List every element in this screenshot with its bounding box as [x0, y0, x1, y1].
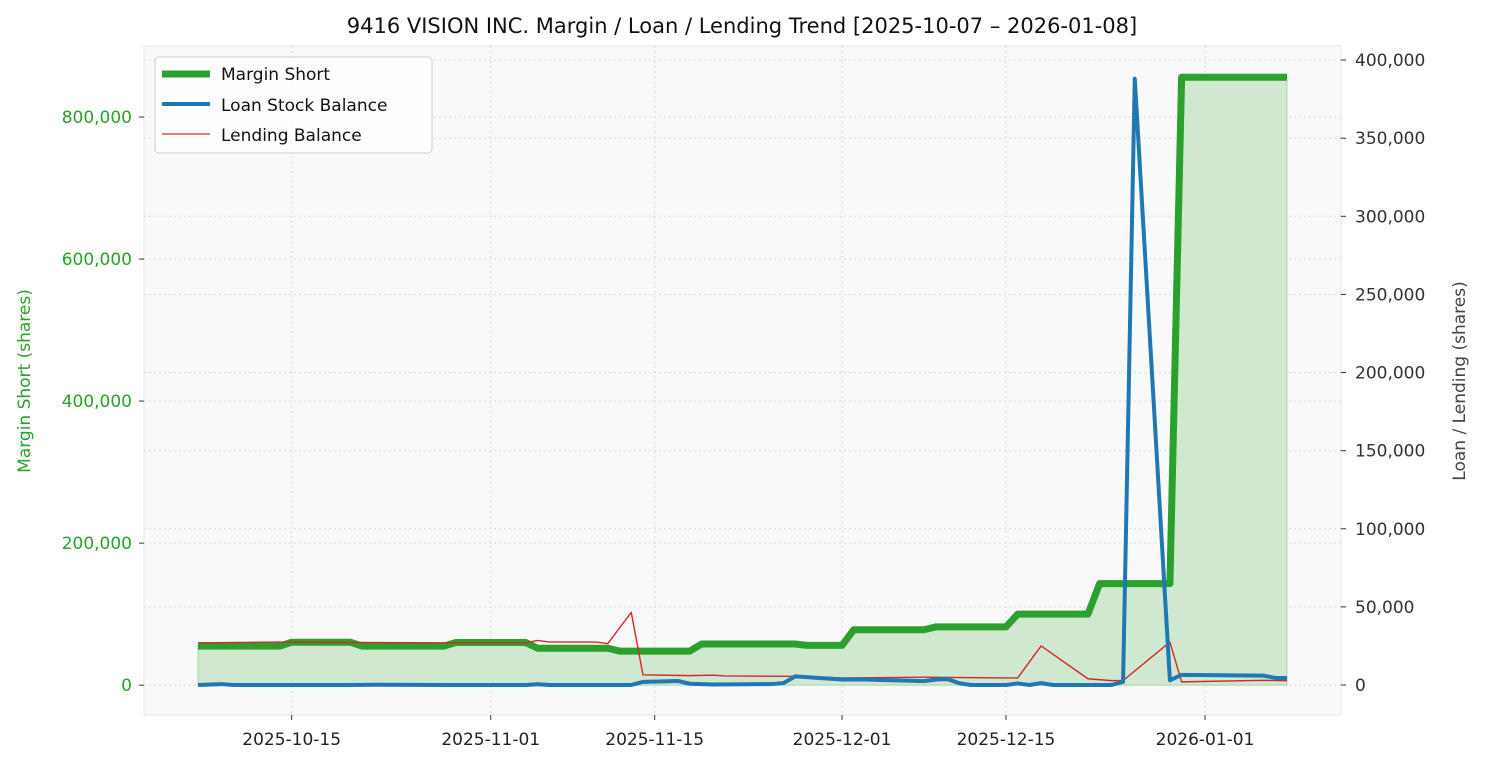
chart-title: 9416 VISION INC. Margin / Loan / Lending… — [347, 14, 1137, 38]
right-y-tick-label: 250,000 — [1355, 285, 1425, 305]
x-tick-label: 2025-12-15 — [957, 730, 1056, 750]
right-y-tick-label: 100,000 — [1355, 520, 1425, 540]
legend-label-loan: Loan Stock Balance — [221, 96, 387, 116]
right-y-tick-label: 150,000 — [1355, 442, 1425, 462]
right-y-tick-label: 0 — [1355, 676, 1366, 696]
right-y-tick-label: 400,000 — [1355, 51, 1425, 71]
left-y-tick-label: 800,000 — [62, 108, 132, 128]
right-y-tick-label: 350,000 — [1355, 129, 1425, 149]
left-y-tick-label: 400,000 — [62, 392, 132, 412]
left-y-tick-label: 200,000 — [62, 534, 132, 554]
legend-label-lending: Lending Balance — [221, 126, 362, 146]
right-y-tick-label: 300,000 — [1355, 207, 1425, 227]
x-tick-label: 2026-01-01 — [1156, 730, 1255, 750]
left-y-tick-label: 0 — [121, 676, 132, 696]
x-tick-label: 2025-10-15 — [242, 730, 341, 750]
x-tick-label: 2025-11-15 — [605, 730, 704, 750]
x-tick-label: 2025-12-01 — [793, 730, 892, 750]
legend-label-margin: Margin Short — [221, 65, 330, 85]
left-y-axis-label: Margin Short (shares) — [15, 289, 35, 473]
left-y-axis: 0 200,000 400,000 600,000 800,000 — [62, 108, 144, 696]
right-y-axis-label: Loan / Lending (shares) — [1450, 281, 1470, 480]
x-axis: 2025-10-15 2025-11-01 2025-11-15 2025-12-01… — [242, 715, 1254, 750]
legend: Margin Short Loan Stock Balance Lending … — [155, 57, 432, 153]
right-y-axis: 0 50,000 100,000 150,000 200,000 250,000 300,0… — [1341, 51, 1425, 696]
right-y-tick-label: 200,000 — [1355, 364, 1425, 384]
x-tick-label: 2025-11-01 — [441, 730, 540, 750]
left-y-tick-label: 600,000 — [62, 250, 132, 270]
right-y-tick-label: 50,000 — [1355, 598, 1414, 618]
